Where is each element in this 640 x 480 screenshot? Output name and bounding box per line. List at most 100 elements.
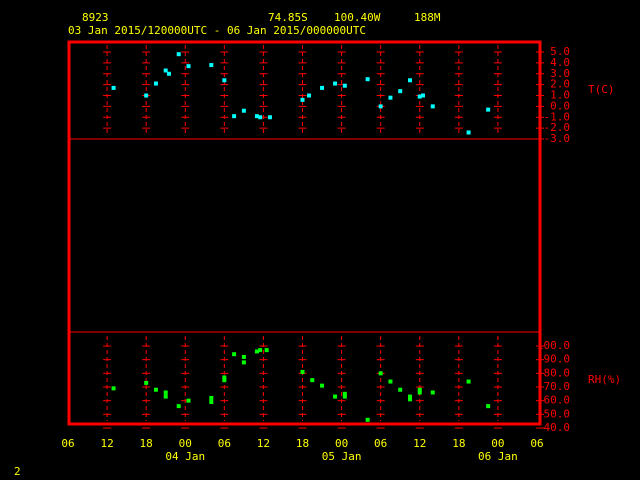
data-point: [407, 78, 412, 83]
data-point: [209, 63, 214, 68]
data-point: [241, 354, 246, 359]
data-point: [267, 115, 272, 120]
data-point: [486, 107, 491, 112]
data-point: [342, 394, 347, 399]
date-label: 05 Jan: [322, 450, 362, 463]
x-tick-label: 12: [100, 437, 113, 450]
data-point: [264, 348, 269, 353]
x-tick-label: 00: [491, 437, 504, 450]
data-point: [232, 114, 237, 119]
y-tick-label: -3.0: [544, 132, 571, 145]
x-tick-label: 12: [413, 437, 426, 450]
data-point: [241, 108, 246, 113]
data-point: [254, 349, 259, 354]
data-point: [144, 93, 149, 98]
data-point: [153, 81, 158, 86]
data-point: [365, 417, 370, 422]
y-axis-label: T(C): [588, 83, 615, 96]
date-label: 06 Jan: [478, 450, 518, 463]
data-point: [222, 78, 227, 83]
data-point: [398, 387, 403, 392]
data-point: [163, 68, 168, 73]
data-point: [300, 97, 305, 102]
data-point: [466, 379, 471, 384]
data-point: [466, 130, 471, 135]
page-number: 2: [14, 465, 21, 478]
y-tick-label: 4.0: [550, 56, 570, 69]
data-point: [320, 383, 325, 388]
data-point: [222, 378, 227, 383]
data-point: [111, 85, 116, 90]
data-point: [486, 404, 491, 409]
data-point: [398, 89, 403, 94]
elevation: 188M: [414, 11, 441, 24]
data-point: [300, 369, 305, 374]
longitude: 100.40W: [334, 11, 381, 24]
y-tick-label: -2.0: [544, 121, 571, 134]
station-id: 8923: [82, 11, 109, 24]
data-point: [310, 378, 315, 383]
data-point: [166, 71, 171, 76]
data-point: [254, 114, 259, 119]
date-label: 04 Jan: [165, 450, 205, 463]
data-point: [342, 83, 347, 88]
data-point: [333, 81, 338, 86]
data-point: [417, 390, 422, 395]
x-tick-label: 00: [179, 437, 192, 450]
data-point: [258, 348, 263, 353]
data-point: [186, 398, 191, 403]
data-point: [430, 104, 435, 109]
data-point: [209, 395, 214, 400]
x-tick-label: 06: [530, 437, 543, 450]
y-tick-label: 50.0: [544, 407, 571, 420]
data-point: [320, 85, 325, 90]
y-tick-label: 0.0: [550, 99, 570, 112]
data-point: [241, 360, 246, 365]
data-point: [144, 380, 149, 385]
y-tick-label: 40.0: [544, 421, 571, 434]
data-point: [388, 379, 393, 384]
data-point: [417, 94, 422, 99]
y-tick-label: 5.0: [550, 45, 570, 58]
data-point: [378, 104, 383, 109]
data-point: [111, 386, 116, 391]
data-point: [378, 371, 383, 376]
data-point: [209, 400, 214, 405]
data-point: [232, 352, 237, 357]
x-tick-label: 06: [218, 437, 231, 450]
x-tick-label: 12: [257, 437, 270, 450]
x-tick-label: 06: [61, 437, 74, 450]
y-tick-label: 90.0: [544, 353, 571, 366]
latitude: 74.85S: [268, 11, 308, 24]
y-tick-label: 100.0: [537, 339, 570, 352]
x-tick-label: 18: [140, 437, 153, 450]
plot-frame: [67, 40, 542, 426]
y-tick-label: 80.0: [544, 366, 571, 379]
x-tick-label: 06: [374, 437, 387, 450]
data-point: [342, 391, 347, 396]
data-point: [176, 52, 181, 57]
y-tick-label: 60.0: [544, 394, 571, 407]
data-point: [222, 375, 227, 380]
data-point: [388, 95, 393, 100]
data-point: [176, 404, 181, 409]
y-tick-label: -1.0: [544, 110, 571, 123]
data-point: [365, 77, 370, 82]
data-point: [307, 93, 312, 98]
y-tick-label: 3.0: [550, 67, 570, 80]
data-point: [417, 387, 422, 392]
data-point: [407, 397, 412, 402]
y-tick-label: 70.0: [544, 380, 571, 393]
y-tick-label: 2.0: [550, 78, 570, 91]
data-point: [258, 115, 263, 120]
data-point: [153, 387, 158, 392]
x-tick-label: 18: [296, 437, 309, 450]
data-point: [430, 390, 435, 395]
y-tick-label: 1.0: [550, 89, 570, 102]
data-point: [163, 394, 168, 399]
data-point: [163, 390, 168, 395]
y-axis-label: RH(%): [588, 373, 621, 386]
x-tick-label: 18: [452, 437, 465, 450]
data-point: [407, 394, 412, 399]
